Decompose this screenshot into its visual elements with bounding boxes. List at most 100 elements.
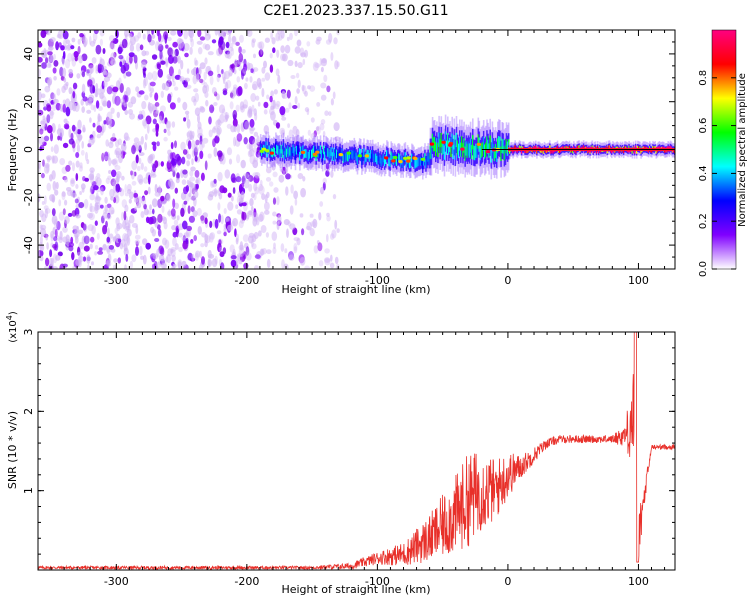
heatmap-cell [75, 173, 79, 181]
heatmap-cell [104, 196, 108, 204]
heatmap-cell [119, 242, 124, 250]
heatmap-cell [256, 135, 260, 145]
heatmap-cell [122, 94, 128, 103]
heatmap-cell [171, 225, 177, 231]
heatmap-cell [124, 204, 129, 213]
heatmap-cell [201, 142, 206, 148]
heatmap-cell [48, 46, 54, 51]
heatmap-cell [296, 88, 300, 94]
heatmap-cell [329, 262, 335, 269]
heatmap-cell [355, 152, 358, 162]
heatmap-cell [233, 136, 237, 147]
heatmap-cell [248, 142, 253, 151]
heatmap-cell [112, 181, 117, 186]
heatmap-cell [249, 76, 253, 83]
heatmap-cell [320, 186, 324, 195]
heatmap-cell [242, 69, 247, 74]
heatmap-cell [196, 40, 203, 45]
heatmap-cell [192, 75, 198, 85]
heatmap-cell [129, 35, 136, 46]
heatmap-cell [43, 205, 49, 211]
heatmap-cell [309, 228, 315, 237]
heatmap-cell [275, 122, 280, 129]
heatmap-cell [134, 234, 141, 240]
heatmap-cell [93, 104, 97, 113]
heatmap-cell [38, 56, 43, 63]
heatmap-cell [253, 131, 259, 137]
heatmap-cell [52, 67, 57, 74]
heatmap-cell [102, 70, 108, 76]
heatmap-cell [302, 58, 306, 66]
heatmap-cell [296, 144, 299, 154]
heatmap-cell [199, 36, 206, 41]
heatmap-cell [65, 234, 70, 242]
heatmap-cell [426, 156, 428, 165]
heatmap-cell [170, 30, 177, 36]
heatmap-cell [224, 111, 228, 121]
heatmap-cell [404, 152, 407, 161]
heatmap-cell [91, 57, 97, 64]
heatmap-cell [394, 155, 397, 164]
heatmap-cell [281, 116, 287, 121]
heatmap-cell [214, 255, 218, 265]
heatmap-cell [50, 230, 55, 239]
heatmap-cell [83, 235, 90, 245]
heatmap-cell [181, 260, 187, 267]
heatmap-cell [105, 139, 109, 147]
heatmap-cell [285, 186, 289, 196]
heatmap-cell [333, 122, 340, 132]
heatmap-cell [324, 257, 331, 263]
heatmap-cell [464, 146, 466, 161]
heatmap-cell [181, 236, 188, 241]
heatmap-cell [148, 174, 151, 185]
heatmap-cell [317, 149, 320, 158]
heatmap-cell [189, 134, 195, 140]
heatmap-cell [499, 136, 501, 151]
heatmap-cell [279, 149, 282, 158]
heatmap-cell [253, 192, 257, 201]
heatmap-cell [236, 87, 242, 97]
heatmap-cell [75, 214, 81, 219]
heatmap-cell [166, 36, 172, 42]
heatmap-cell [452, 144, 454, 159]
heatmap-cell [89, 205, 95, 213]
heatmap-cell [321, 57, 327, 64]
heatmap-cell [288, 148, 290, 158]
heatmap-cell [125, 71, 132, 77]
heatmap-cell [67, 52, 73, 62]
heatmap-cell [357, 154, 363, 158]
snr-plot-area [38, 332, 675, 570]
heatmap-cell [277, 146, 279, 155]
heatmap-cell [157, 40, 162, 47]
heatmap-cell [41, 201, 45, 205]
heatmap-cell [149, 204, 152, 211]
heatmap-cell [250, 68, 254, 73]
heatmap-cell [236, 195, 243, 205]
heatmap-cell [59, 66, 64, 77]
heatmap-cell [202, 85, 207, 94]
heatmap-cell [240, 159, 246, 169]
heatmap-cell [150, 87, 154, 93]
heatmap-cell [108, 157, 112, 167]
heatmap-cell [290, 150, 292, 160]
heatmap-cell [489, 135, 491, 150]
snr-frame [37, 331, 676, 571]
heatmap-cell [460, 147, 465, 151]
heatmap-cell [216, 126, 222, 135]
heatmap-cell [315, 150, 320, 154]
heatmap-cell [271, 37, 276, 45]
heatmap-cell [281, 90, 286, 99]
heatmap-cell [386, 150, 388, 159]
snr-y-axis-label: SNR (10 * v/v) [6, 411, 19, 489]
heatmap-cell [321, 152, 324, 162]
heatmap-cell [295, 129, 300, 137]
heatmap-cell [304, 107, 310, 113]
heatmap-cell [346, 152, 349, 162]
heatmap-cell [90, 40, 96, 47]
heatmap-cell [280, 45, 285, 53]
heatmap-cell [477, 134, 480, 149]
heatmap-cell [59, 103, 64, 112]
heatmap-cell [93, 30, 99, 35]
heatmap-cell [183, 117, 187, 122]
heatmap-cell [199, 78, 204, 84]
